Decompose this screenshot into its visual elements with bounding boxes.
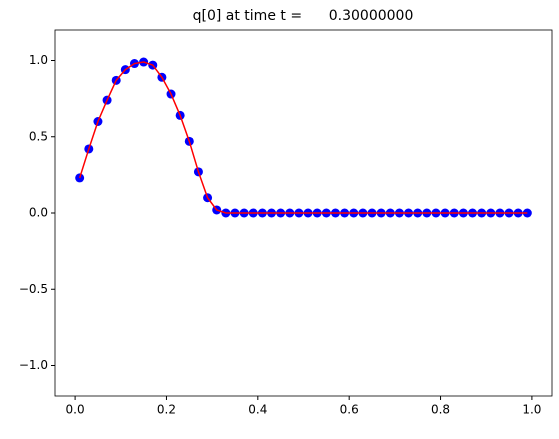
data-line bbox=[78, 61, 528, 214]
axes-frame bbox=[54, 29, 553, 397]
chart-title: q[0] at time t = 0.30000000 bbox=[193, 8, 414, 24]
y-tick-label: 1.0 bbox=[29, 53, 48, 67]
x-tick-label: 0.4 bbox=[248, 403, 267, 417]
x-tick-label: 1.0 bbox=[522, 403, 541, 417]
x-tick-label: 0.6 bbox=[340, 403, 359, 417]
x-tick-label: 0.0 bbox=[66, 403, 85, 417]
x-tick-label: 0.8 bbox=[431, 403, 450, 417]
x-tick-label: 0.2 bbox=[157, 403, 176, 417]
y-tick-label: 0.0 bbox=[29, 206, 48, 220]
y-tick-label: −0.5 bbox=[19, 282, 48, 296]
y-tick-label: 0.5 bbox=[29, 129, 48, 143]
y-tick-label: −1.0 bbox=[19, 358, 48, 372]
